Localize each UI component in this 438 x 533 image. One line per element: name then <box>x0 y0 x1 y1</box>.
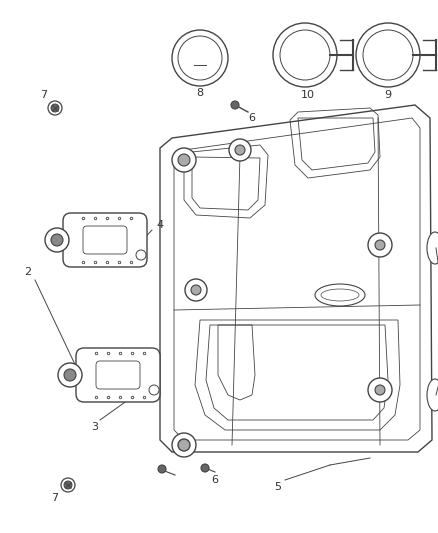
FancyBboxPatch shape <box>184 40 216 66</box>
Ellipse shape <box>427 232 438 264</box>
Ellipse shape <box>427 379 438 411</box>
Circle shape <box>48 101 62 115</box>
Circle shape <box>158 465 166 473</box>
Circle shape <box>172 433 196 457</box>
Circle shape <box>178 154 190 166</box>
Circle shape <box>191 285 201 295</box>
Circle shape <box>172 30 228 86</box>
Text: 7: 7 <box>51 493 59 503</box>
Circle shape <box>201 464 209 472</box>
Circle shape <box>231 101 239 109</box>
Circle shape <box>229 139 251 161</box>
Circle shape <box>178 439 190 451</box>
Circle shape <box>74 369 86 381</box>
Circle shape <box>178 36 222 80</box>
FancyBboxPatch shape <box>96 361 140 389</box>
Text: 3: 3 <box>92 422 99 432</box>
Circle shape <box>375 385 385 395</box>
Text: 4: 4 <box>156 220 163 230</box>
Text: 9: 9 <box>385 90 392 100</box>
Circle shape <box>363 30 413 80</box>
FancyBboxPatch shape <box>63 213 147 267</box>
Circle shape <box>375 240 385 250</box>
Ellipse shape <box>321 289 359 301</box>
Circle shape <box>172 148 196 172</box>
Circle shape <box>273 23 337 87</box>
Circle shape <box>149 385 159 395</box>
Text: 6: 6 <box>212 475 219 485</box>
Circle shape <box>185 279 207 301</box>
Circle shape <box>51 104 59 112</box>
Circle shape <box>356 23 420 87</box>
Circle shape <box>77 372 83 378</box>
Text: 5: 5 <box>275 482 282 492</box>
Circle shape <box>368 233 392 257</box>
Circle shape <box>58 363 82 387</box>
Text: 6: 6 <box>248 113 255 123</box>
Circle shape <box>45 228 69 252</box>
Circle shape <box>136 250 146 260</box>
Text: 8: 8 <box>196 88 204 98</box>
Polygon shape <box>160 105 432 452</box>
Circle shape <box>61 478 75 492</box>
Text: 2: 2 <box>25 267 32 277</box>
Circle shape <box>368 378 392 402</box>
FancyBboxPatch shape <box>289 39 317 63</box>
Circle shape <box>235 145 245 155</box>
Circle shape <box>64 481 72 489</box>
Circle shape <box>280 30 330 80</box>
Text: 10: 10 <box>301 90 315 100</box>
Ellipse shape <box>315 284 365 306</box>
Circle shape <box>51 234 63 246</box>
FancyBboxPatch shape <box>76 348 160 402</box>
FancyBboxPatch shape <box>83 226 127 254</box>
Circle shape <box>64 369 76 381</box>
FancyBboxPatch shape <box>372 39 400 63</box>
Text: 7: 7 <box>40 90 48 100</box>
